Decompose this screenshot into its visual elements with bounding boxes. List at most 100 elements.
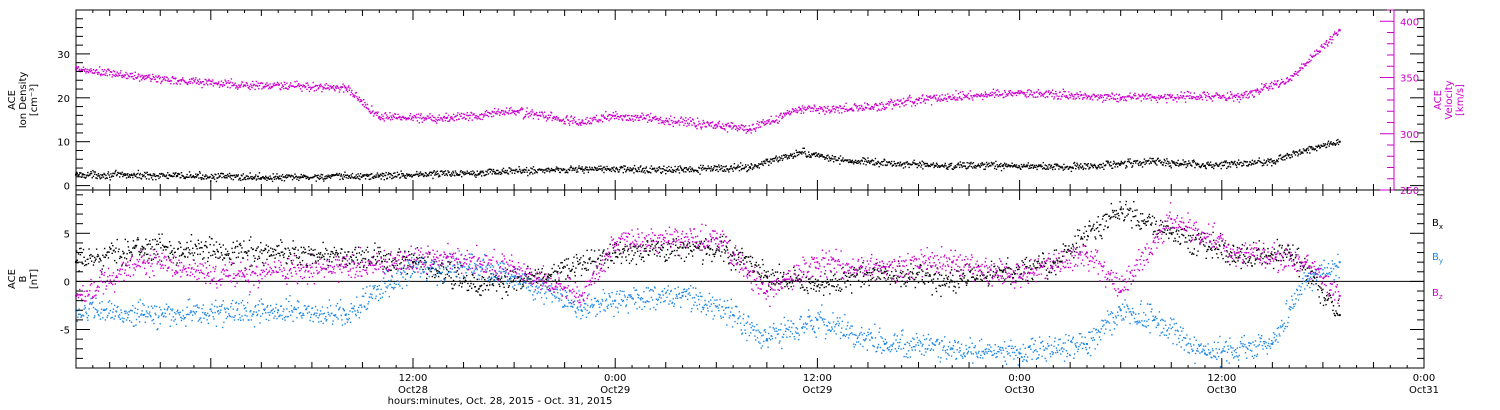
point-velocity-fill (764, 120, 766, 123)
point-density-fill (685, 166, 688, 169)
point-density-fill (977, 163, 980, 165)
point-density-fill (891, 165, 893, 167)
point-velocity-fill (979, 95, 981, 98)
point-density-fill (890, 162, 892, 165)
point-density-fill (1145, 162, 1147, 164)
point-velocity-fill (930, 104, 933, 106)
point-velocity-fill (309, 86, 311, 88)
point-density-fill (538, 168, 541, 170)
point-velocity-fill (1112, 97, 1114, 99)
point-velocity-fill (585, 118, 587, 120)
point-bx-fill (587, 262, 589, 264)
point-velocity-fill (1302, 67, 1304, 70)
point-bx-fill (635, 245, 637, 247)
point-velocity-fill (669, 123, 671, 126)
point-density-fill (1157, 157, 1159, 159)
point-velocity-fill (307, 84, 309, 86)
point-bx-fill (474, 286, 477, 288)
point-velocity-fill (268, 87, 270, 90)
point-density-fill (630, 168, 633, 170)
point-velocity-fill (625, 114, 627, 116)
point-velocity-fill (343, 85, 346, 87)
point-velocity-fill (555, 117, 557, 119)
point-density-fill (1232, 162, 1235, 165)
point-density-fill (1270, 158, 1272, 160)
point-velocity-fill (208, 80, 211, 82)
point-density-fill (856, 162, 858, 164)
point-density-fill (437, 172, 439, 175)
point-bx-fill (357, 262, 359, 264)
point-velocity-fill (696, 127, 698, 130)
point-velocity-fill (613, 117, 616, 120)
point-density-fill (656, 170, 659, 172)
point-velocity-fill (395, 117, 397, 120)
point-bx-fill (291, 247, 294, 249)
point-density-fill (816, 154, 818, 156)
point-density-fill (285, 177, 288, 179)
point-bx-fill (380, 256, 382, 258)
point-velocity-fill (444, 119, 447, 122)
point-bx-fill (477, 291, 479, 293)
point-velocity-fill (1191, 96, 1193, 98)
point-velocity-fill (842, 107, 845, 110)
point-velocity-fill (887, 103, 889, 105)
point-density-fill (1220, 167, 1222, 170)
point-velocity-fill (878, 109, 880, 111)
point-density-fill (1103, 168, 1105, 171)
point-velocity-fill (944, 94, 947, 96)
point-density-fill (560, 167, 562, 170)
point-velocity-fill (760, 121, 762, 123)
point-velocity-fill (965, 95, 968, 97)
point-density-fill (291, 174, 293, 177)
point-velocity-fill (1319, 51, 1321, 53)
point-density-fill (1102, 162, 1104, 165)
point-velocity-fill (895, 104, 898, 106)
point-density-fill (464, 171, 466, 174)
point-bx-fill (598, 249, 600, 251)
point-velocity-fill (1167, 97, 1169, 100)
point-density-fill (321, 176, 323, 179)
point-density-fill (256, 178, 258, 180)
point-density-fill (689, 166, 691, 168)
point-density-fill (1091, 164, 1093, 166)
point-density-fill (507, 173, 510, 175)
point-density-fill (495, 173, 497, 175)
point-velocity-fill (1277, 86, 1280, 88)
point-density-fill (266, 177, 269, 179)
point-density-fill (1250, 164, 1252, 166)
point-density-fill (76, 172, 78, 175)
point-density-fill (140, 178, 143, 180)
point-velocity-fill (1132, 97, 1134, 100)
point-bx-fill (463, 276, 465, 279)
point-velocity-fill (823, 105, 825, 108)
point-density-fill (982, 163, 984, 165)
point-velocity-fill (600, 114, 603, 116)
point-bx-fill (189, 253, 191, 255)
point-bx-fill (648, 254, 650, 256)
point-velocity-fill (1145, 98, 1147, 100)
point-density-fill (441, 170, 443, 172)
point-velocity-fill (818, 112, 820, 114)
point-velocity-fill (682, 118, 684, 120)
point-density-fill (501, 169, 503, 171)
point-bx-fill (367, 251, 369, 253)
point-density-fill (738, 166, 740, 168)
point-density-fill (188, 176, 190, 178)
point-density-fill (158, 177, 160, 180)
point-bx-fill (547, 273, 550, 275)
point-velocity-fill (1275, 82, 1277, 85)
point-bx-fill (413, 260, 415, 263)
point-velocity-fill (880, 109, 882, 111)
point-bx-fill (128, 252, 131, 254)
point-velocity-fill (675, 120, 677, 123)
point-velocity-fill (210, 80, 212, 82)
point-bx-fill (434, 276, 436, 279)
point-density-fill (731, 168, 734, 170)
point-velocity-fill (530, 113, 533, 115)
point-density-fill (289, 176, 292, 178)
point-density-fill (123, 173, 126, 175)
point-bx-fill (640, 258, 643, 261)
point-velocity-fill (1049, 92, 1051, 95)
point-density-fill (1156, 158, 1159, 160)
point-density-fill (153, 175, 155, 177)
